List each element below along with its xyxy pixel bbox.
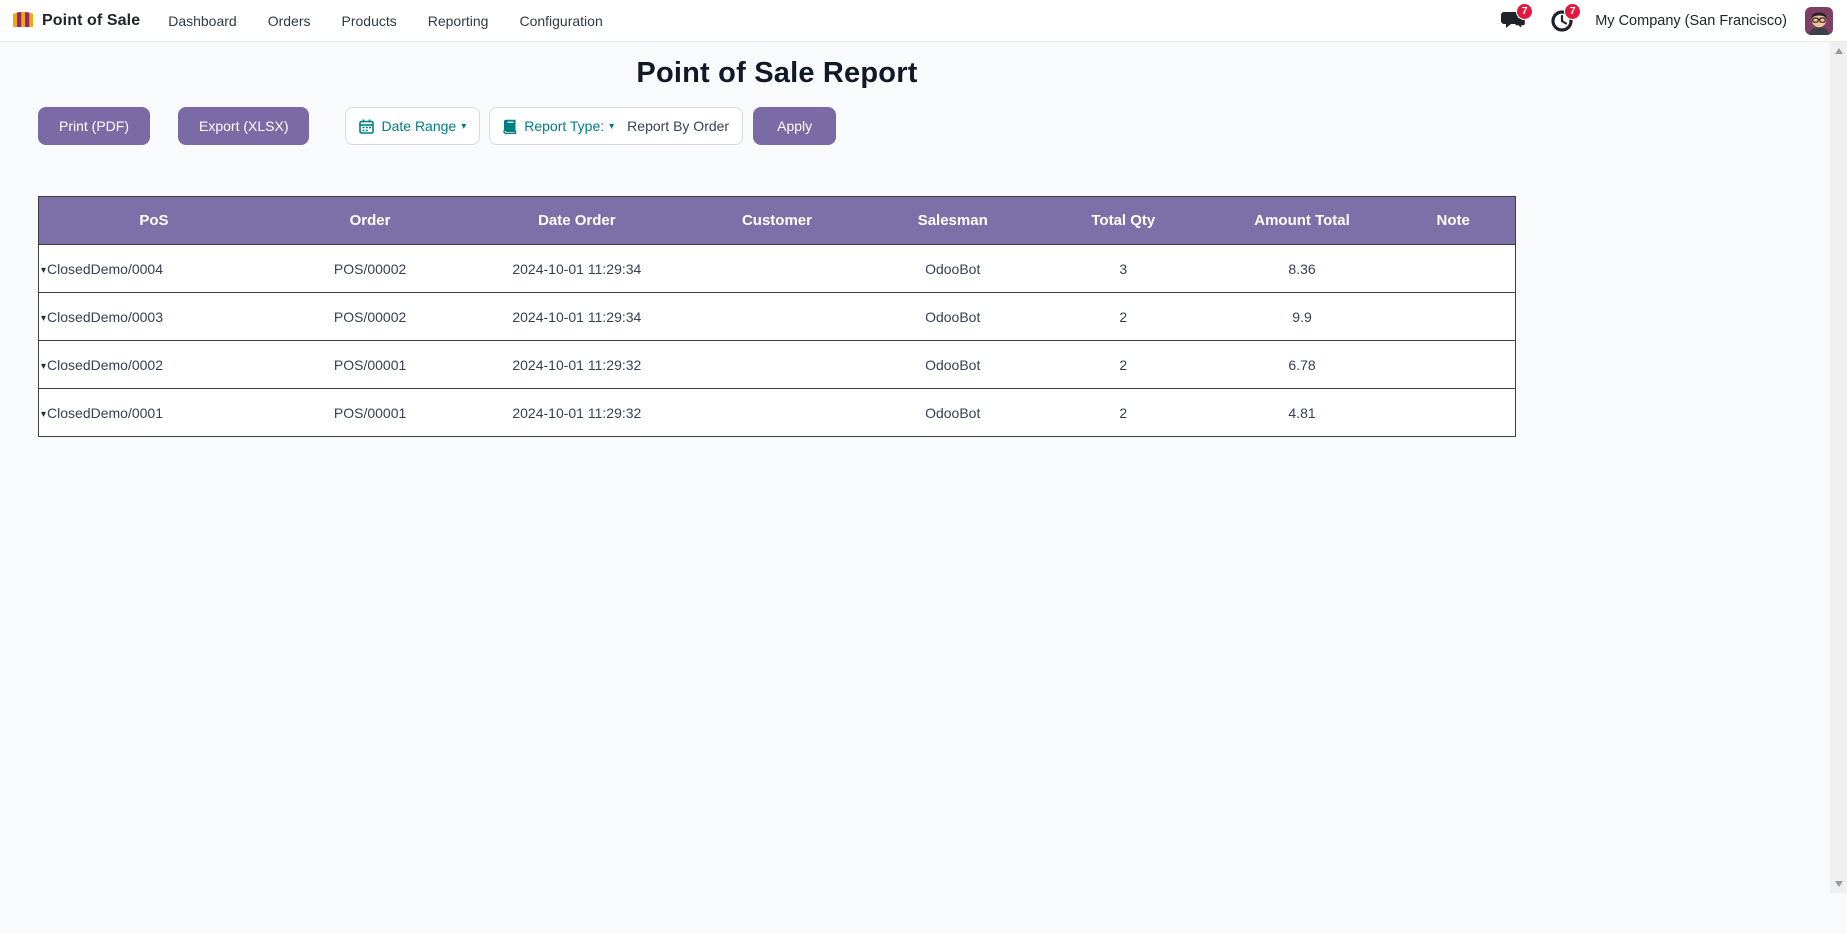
cell-customer xyxy=(682,292,872,341)
report-type-value: Report By Order xyxy=(627,118,730,134)
messages-button[interactable]: 7 xyxy=(1499,2,1534,34)
menu-item-products[interactable]: Products xyxy=(341,12,397,29)
cell-note xyxy=(1391,388,1516,437)
cell-order: POS/00001 xyxy=(268,340,472,389)
cell-pos: ▾ClosedDemo/0001 xyxy=(38,388,269,437)
menu-item-orders[interactable]: Orders xyxy=(267,12,311,29)
date-range-label: Date Range xyxy=(381,118,457,134)
cell-total-qty: 2 xyxy=(1033,340,1213,389)
table-header-row: PoS Order Date Order Customer Salesman Total … xyxy=(38,196,1516,245)
row-expand-caret-icon[interactable]: ▾ xyxy=(41,312,47,324)
cell-date-order: 2024-10-01 11:29:34 xyxy=(471,292,683,341)
main-menu: Dashboard Orders Products Reporting Configur… xyxy=(166,9,605,33)
app-name: Point of Sale xyxy=(42,11,141,29)
book-icon xyxy=(503,119,517,134)
cell-customer xyxy=(682,388,872,437)
date-range-dropdown[interactable]: Date Range ▾ xyxy=(345,107,481,145)
cell-amount-total: 8.36 xyxy=(1212,244,1392,293)
cell-pos: ▾ClosedDemo/0003 xyxy=(38,292,269,341)
report-content: Point of Sale Report Print (PDF) Export … xyxy=(0,57,1554,437)
cell-salesman: OdooBot xyxy=(871,292,1034,341)
export-xlsx-button[interactable]: Export (XLSX) xyxy=(178,107,310,145)
cell-customer xyxy=(682,340,872,389)
column-header-note: Note xyxy=(1391,196,1516,245)
report-toolbar: Print (PDF) Export (XLSX) Date Range ▾ xyxy=(38,107,1554,145)
cell-date-order: 2024-10-01 11:29:32 xyxy=(471,388,683,437)
cell-note xyxy=(1391,340,1516,389)
pos-app-icon xyxy=(12,11,34,30)
messages-badge: 7 xyxy=(1516,2,1534,20)
navbar-right: 7 7 My Company (San Francisco) xyxy=(1499,2,1833,35)
user-avatar[interactable] xyxy=(1805,6,1833,35)
cell-order: POS/00001 xyxy=(268,388,472,437)
column-header-amount-total: Amount Total xyxy=(1212,196,1392,245)
calendar-icon xyxy=(359,119,375,134)
cell-total-qty: 2 xyxy=(1033,388,1213,437)
column-header-order: Order xyxy=(268,196,472,245)
activities-button[interactable]: 7 xyxy=(1547,2,1582,34)
table-row: ▾ClosedDemo/0002 POS/00001 2024-10-01 11:2… xyxy=(38,340,1516,389)
row-expand-caret-icon[interactable]: ▾ xyxy=(41,408,47,420)
scroll-up-icon[interactable] xyxy=(1834,48,1843,54)
cell-salesman: OdooBot xyxy=(871,340,1034,389)
cell-amount-total: 6.78 xyxy=(1212,340,1392,389)
top-navbar: Point of Sale Dashboard Orders Products Rep… xyxy=(0,0,1847,42)
cell-amount-total: 9.9 xyxy=(1212,292,1392,341)
column-header-date-order: Date Order xyxy=(471,196,683,245)
cell-order: POS/00002 xyxy=(268,244,472,293)
table-row: ▾ClosedDemo/0001 POS/00001 2024-10-01 11:2… xyxy=(38,388,1516,437)
clock-icon xyxy=(1550,9,1574,33)
chevron-down-icon: ▾ xyxy=(461,120,467,132)
menu-item-dashboard[interactable]: Dashboard xyxy=(168,12,237,29)
column-header-customer: Customer xyxy=(682,196,872,245)
menu-item-reporting[interactable]: Reporting xyxy=(427,12,489,29)
report-table-body: ▾ClosedDemo/0004 POS/00002 2024-10-01 11:2… xyxy=(38,244,1516,437)
app-switcher[interactable]: Point of Sale xyxy=(12,11,140,30)
chat-icon xyxy=(1501,10,1527,32)
report-type-dropdown[interactable]: Report Type: ▾ Report By Order xyxy=(489,107,744,145)
cell-note xyxy=(1391,292,1516,341)
table-row: ▾ClosedDemo/0003 POS/00002 2024-10-01 11:2… xyxy=(38,292,1516,341)
cell-salesman: OdooBot xyxy=(871,244,1034,293)
vertical-scrollbar[interactable] xyxy=(1830,42,1847,893)
column-header-total-qty: Total Qty xyxy=(1033,196,1213,245)
cell-pos: ▾ClosedDemo/0002 xyxy=(38,340,269,389)
print-pdf-button[interactable]: Print (PDF) xyxy=(38,107,150,145)
cell-order: POS/00002 xyxy=(268,292,472,341)
cell-amount-total: 4.81 xyxy=(1212,388,1392,437)
row-expand-caret-icon[interactable]: ▾ xyxy=(41,264,47,276)
cell-customer xyxy=(682,244,872,293)
column-header-salesman: Salesman xyxy=(871,196,1034,245)
cell-note xyxy=(1391,244,1516,293)
cell-total-qty: 3 xyxy=(1033,244,1213,293)
apply-button[interactable]: Apply xyxy=(753,107,837,145)
activities-badge: 7 xyxy=(1564,2,1582,20)
table-row: ▾ClosedDemo/0004 POS/00002 2024-10-01 11:2… xyxy=(38,244,1516,293)
scroll-down-icon[interactable] xyxy=(1834,881,1843,887)
cell-salesman: OdooBot xyxy=(871,388,1034,437)
column-header-pos: PoS xyxy=(38,196,269,245)
cell-total-qty: 2 xyxy=(1033,292,1213,341)
cell-date-order: 2024-10-01 11:29:32 xyxy=(471,340,683,389)
chevron-down-icon: ▾ xyxy=(609,120,615,132)
pos-report-table: PoS Order Date Order Customer Salesman Total … xyxy=(38,196,1516,437)
row-expand-caret-icon[interactable]: ▾ xyxy=(41,360,47,372)
page-title: Point of Sale Report xyxy=(636,57,918,89)
menu-item-configuration[interactable]: Configuration xyxy=(519,12,603,29)
cell-pos: ▾ClosedDemo/0004 xyxy=(38,244,269,293)
cell-date-order: 2024-10-01 11:29:34 xyxy=(471,244,683,293)
report-type-label: Report Type: xyxy=(524,118,605,134)
company-switcher[interactable]: My Company (San Francisco) xyxy=(1595,12,1787,29)
